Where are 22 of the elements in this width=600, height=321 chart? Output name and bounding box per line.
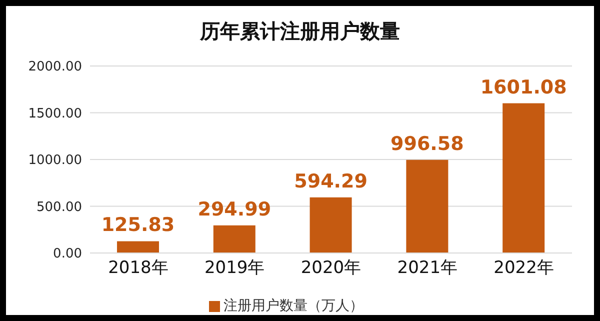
- y-tick-label: 0.00: [53, 246, 82, 262]
- bar: [406, 160, 448, 253]
- data-label: 294.99: [198, 198, 272, 220]
- bar: [213, 225, 256, 253]
- y-tick-label: 1000.00: [28, 153, 82, 168]
- x-tick-label: 2021年: [397, 258, 458, 278]
- x-tick-label: 2019年: [204, 258, 265, 278]
- data-label: 125.83: [101, 214, 175, 236]
- y-tick-label: 1500.00: [28, 106, 82, 122]
- y-tick-label: 2000.00: [28, 60, 82, 75]
- x-tick-label: 2020年: [300, 258, 362, 278]
- bar: [116, 241, 159, 253]
- x-tick-label: 2018年: [108, 258, 168, 278]
- x-tick-label: 2022年: [494, 258, 554, 278]
- data-label: 1601.08: [480, 76, 567, 98]
- legend-label: 注册用户数量（万人）: [224, 298, 364, 314]
- data-label: 594.29: [294, 170, 368, 192]
- bar: [310, 197, 352, 253]
- y-tick-label: 500.00: [36, 200, 82, 215]
- data-label: 996.58: [390, 132, 464, 155]
- bar: [502, 103, 545, 253]
- chart-title: 历年累计注册用户数量: [198, 18, 401, 45]
